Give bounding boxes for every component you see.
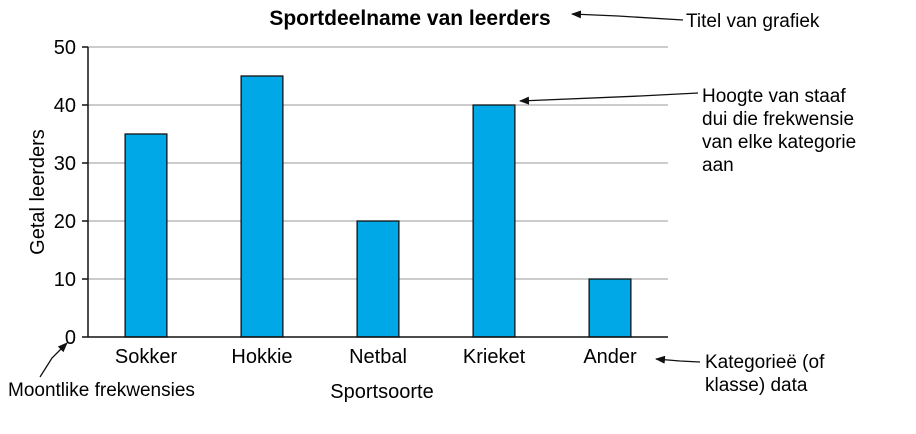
chart-title: Sportdeelname van leerders [269, 7, 550, 30]
annotation-bar-height: Hoogte van staaf dui die frekwensie van … [702, 86, 856, 176]
bar-hokkie [240, 75, 284, 338]
x-category-labels: Sokker Hokkie Netbal Krieket Ander [115, 346, 637, 368]
gridlines [88, 46, 668, 280]
annotation-frequencies-arrow [39, 342, 68, 378]
annotation-bar-height-arrow [519, 92, 699, 105]
bar-netbal [356, 220, 400, 338]
x-axis-label: Sportsoorte [330, 381, 433, 403]
y-tick-label: 30 [54, 153, 76, 175]
annotation-frequencies: Moontlike frekwensies [8, 380, 195, 401]
annotation-categories-line-1: Kategorieë (of [705, 352, 825, 373]
y-tick-labels: 0 10 20 30 40 50 [54, 37, 88, 349]
x-category-label: Ander [583, 346, 637, 368]
annotation-bar-height-line-4: aan [702, 155, 734, 176]
y-axis-label: Getal leerders [27, 129, 49, 255]
annotation-title-arrow [571, 10, 684, 21]
annotation-categories-line-2: klasse) data [705, 375, 808, 396]
bar-ander [588, 278, 632, 338]
y-tick-label: 0 [65, 327, 76, 349]
x-category-label: Hokkie [231, 346, 292, 368]
x-category-label: Krieket [463, 346, 526, 368]
annotation-bar-height-line-2: dui die frekwensie [702, 109, 854, 130]
bar-krieket [472, 104, 516, 338]
annotation-bar-height-line-1: Hoogte van staaf [702, 86, 846, 107]
annotation-bar-height-line-3: van elke kategorie [702, 132, 856, 153]
y-tick-label: 40 [54, 95, 76, 117]
x-category-label: Sokker [115, 346, 178, 368]
y-tick-label: 50 [54, 37, 76, 59]
annotation-categories: Kategorieë (of klasse) data [705, 352, 825, 396]
x-category-label: Netbal [349, 346, 407, 368]
y-tick-label: 20 [54, 211, 76, 233]
y-tick-label: 10 [54, 269, 76, 291]
annotation-categories-arrow [655, 355, 701, 364]
bars [124, 75, 632, 338]
annotation-title: Titel van grafiek [686, 11, 820, 32]
bar-sokker [124, 133, 168, 338]
